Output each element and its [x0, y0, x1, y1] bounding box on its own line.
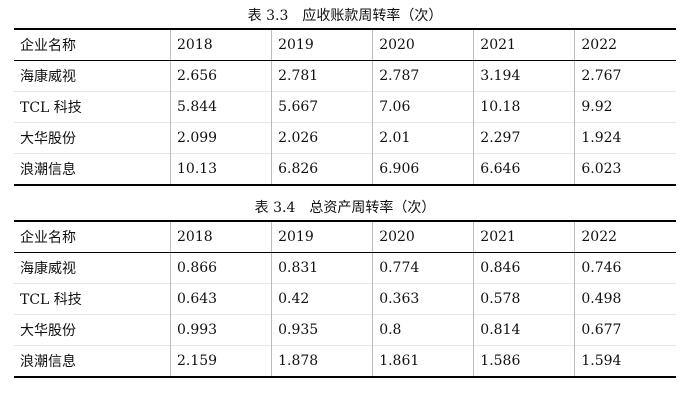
table-cell: 0.866 [169, 252, 272, 284]
table-cell: 2.781 [271, 60, 373, 92]
table-row: TCL 科技 0.643 0.42 0.363 0.578 0.498 [14, 283, 676, 315]
table-cell: TCL 科技 [14, 91, 171, 123]
table-cell: 2.767 [574, 60, 676, 92]
table-row: 大华股份 2.099 2.026 2.01 2.297 1.924 [14, 122, 676, 154]
table-cell: 2.787 [372, 60, 474, 92]
table-cell: 1.924 [574, 122, 676, 154]
table-cell: 0.935 [271, 314, 373, 346]
table-row: TCL 科技 5.844 5.667 7.06 10.18 9.92 [14, 91, 676, 123]
header-cell: 2018 [169, 28, 272, 61]
table-cell: 海康威视 [14, 252, 171, 284]
table: 企业名称 2018 2019 2020 2021 2022 海康威视 0.866 0.831 0.… [14, 220, 676, 378]
table-row: 浪潮信息 2.159 1.878 1.861 1.586 1.594 [14, 345, 676, 378]
table-cell: 大华股份 [14, 122, 171, 154]
table-title: 表 3.3 应收账款周转率（次） [247, 8, 443, 24]
table-cell: 7.06 [372, 91, 474, 123]
table-cell: 1.861 [372, 345, 474, 378]
table-cell: 3.194 [473, 60, 575, 92]
table-cell: 1.586 [473, 345, 575, 378]
table-cell: TCL 科技 [14, 283, 171, 315]
table-cell: 0.831 [271, 252, 373, 284]
header-cell: 2020 [372, 28, 474, 61]
table-cell: 0.746 [574, 252, 676, 284]
table-cell: 6.826 [271, 153, 373, 186]
header-cell: 企业名称 [14, 28, 171, 61]
header-cell: 2021 [473, 28, 575, 61]
table-cell: 0.993 [169, 314, 272, 346]
header-cell: 2020 [372, 220, 474, 253]
table-cell: 0.498 [574, 283, 676, 315]
table-cell: 2.159 [169, 345, 272, 378]
table-cell: 0.677 [574, 314, 676, 346]
table-cell: 1.878 [271, 345, 373, 378]
header-cell: 2019 [271, 28, 373, 61]
table-cell: 2.026 [271, 122, 373, 154]
table-cell: 2.099 [169, 122, 272, 154]
table-block: 表 3.3 应收账款周转率（次） 企业名称 2018 2019 2020 2021 2022… [14, 4, 676, 186]
table-cell: 6.023 [574, 153, 676, 186]
table-cell: 海康威视 [14, 60, 171, 92]
table-row: 浪潮信息 10.13 6.826 6.906 6.646 6.023 [14, 153, 676, 186]
table-cell: 9.92 [574, 91, 676, 123]
header-cell: 2019 [271, 220, 373, 253]
table-row: 海康威视 0.866 0.831 0.774 0.846 0.746 [14, 252, 676, 284]
table-cell: 10.18 [473, 91, 575, 123]
table-cell: 2.01 [372, 122, 474, 154]
table-cell: 0.846 [473, 252, 575, 284]
header-cell: 2018 [169, 220, 272, 253]
table-cell: 0.643 [169, 283, 272, 315]
table-cell: 大华股份 [14, 314, 171, 346]
table-cell: 5.667 [271, 91, 373, 123]
header-cell: 2022 [574, 28, 676, 61]
table-cell: 浪潮信息 [14, 153, 171, 186]
table-cell: 5.844 [169, 91, 272, 123]
table-title: 表 3.4 总资产周转率（次） [254, 200, 436, 216]
table-cell: 0.42 [271, 283, 373, 315]
table-cell: 6.646 [473, 153, 575, 186]
header-cell: 2021 [473, 220, 575, 253]
table-cell: 6.906 [372, 153, 474, 186]
table: 企业名称 2018 2019 2020 2021 2022 海康威视 2.656 2.781 2.… [14, 28, 676, 186]
table-block: 表 3.4 总资产周转率（次） 企业名称 2018 2019 2020 2021 2022 海… [14, 196, 676, 378]
table-row: 海康威视 2.656 2.781 2.787 3.194 2.767 [14, 60, 676, 92]
header-row: 企业名称 2018 2019 2020 2021 2022 [14, 28, 676, 61]
table-cell: 0.363 [372, 283, 474, 315]
header-cell: 企业名称 [14, 220, 171, 253]
table-cell: 1.594 [574, 345, 676, 378]
table-cell: 0.774 [372, 252, 474, 284]
table-cell: 2.297 [473, 122, 575, 154]
table-cell: 0.8 [372, 314, 474, 346]
table-cell: 2.656 [169, 60, 272, 92]
header-cell: 2022 [574, 220, 676, 253]
table-cell: 10.13 [169, 153, 272, 186]
table-cell: 浪潮信息 [14, 345, 171, 378]
table-cell: 0.814 [473, 314, 575, 346]
table-row: 大华股份 0.993 0.935 0.8 0.814 0.677 [14, 314, 676, 346]
header-row: 企业名称 2018 2019 2020 2021 2022 [14, 220, 676, 253]
table-cell: 0.578 [473, 283, 575, 315]
